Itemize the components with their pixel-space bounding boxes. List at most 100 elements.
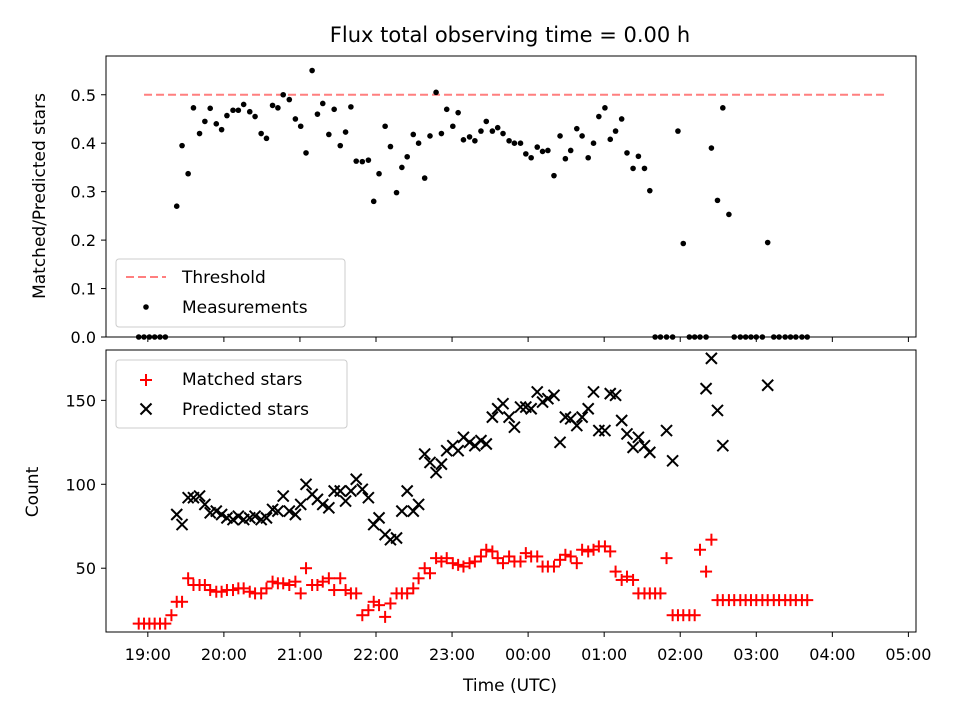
matched-star-point	[266, 575, 279, 588]
matched-star-point	[660, 552, 673, 565]
top-panel: 0.0 0.1 0.2 0.3 0.4 0.5 Matched/Predicted sta…	[30, 55, 917, 347]
measurement-point	[506, 137, 512, 144]
measurement-point	[472, 137, 478, 144]
measurement-point	[618, 116, 625, 122]
matched-star-point	[480, 543, 493, 556]
matched-star-point	[486, 545, 499, 558]
predicted-star-point	[429, 466, 443, 479]
measurement-point	[680, 240, 687, 247]
matched-star-point	[446, 557, 459, 570]
bottom-legend: Matched stars Predicted stars	[115, 359, 348, 429]
predicted-star-point	[553, 436, 567, 449]
predicted-star-point	[496, 397, 510, 410]
measurement-point	[179, 142, 185, 149]
measurement-point	[630, 165, 636, 172]
predicted-star-point	[666, 454, 679, 467]
predicted-star-point	[299, 478, 313, 491]
predicted-star-point	[193, 489, 206, 503]
measurement-point	[319, 100, 326, 107]
measurement-point	[286, 96, 293, 103]
matched-star-point	[514, 555, 527, 568]
predicted-star-point	[423, 456, 437, 469]
predicted-star-point	[508, 421, 521, 434]
matched-star-point	[474, 550, 487, 563]
measurement-point	[427, 133, 433, 139]
measurement-point	[500, 130, 506, 137]
measurement-point	[433, 89, 439, 96]
predicted-star-point	[412, 498, 425, 511]
measurement-point	[269, 102, 276, 109]
legend-threshold-label: Threshold	[181, 268, 266, 288]
legend-matched-label: Matched stars	[182, 370, 302, 390]
measurement-point	[326, 131, 332, 138]
predicted-star-point	[615, 414, 628, 427]
predicted-star-point	[418, 447, 431, 461]
matched-star-point	[604, 545, 617, 558]
predicted-star-point	[390, 531, 403, 545]
predicted-star-point	[322, 501, 336, 514]
x-tick-label: 00:00	[505, 645, 551, 664]
x-tick-label: 21:00	[277, 645, 323, 664]
x-tick-label: 23:00	[429, 645, 475, 664]
predicted-star-point	[181, 491, 195, 504]
predicted-star-point	[643, 446, 657, 459]
matched-star-point	[531, 550, 544, 563]
matched-star-point	[570, 557, 583, 570]
measurement-point	[612, 128, 619, 134]
measurement-point	[415, 140, 422, 147]
measurement-point	[292, 116, 299, 122]
measurement-point	[483, 118, 490, 125]
predicted-star-point	[372, 511, 386, 525]
predicted-star-point	[660, 424, 673, 437]
measurement-point	[218, 126, 225, 133]
predicted-star-point	[451, 444, 465, 457]
predicted-star-point	[547, 389, 561, 402]
predicted-star-point	[524, 402, 538, 415]
top-plot-frame	[105, 55, 917, 338]
matched-star-point	[294, 587, 307, 600]
legend-predicted-swatch	[139, 402, 153, 416]
measurement-point	[675, 128, 681, 134]
predicted-star-point	[480, 437, 493, 451]
chart-title: Flux total observing time = 0.00 h	[330, 23, 690, 47]
predicted-star-point	[175, 518, 189, 531]
measurement-point	[275, 105, 281, 111]
measurement-point	[235, 107, 242, 114]
matched-star-point	[237, 582, 250, 595]
measurement-point	[557, 133, 563, 139]
measurement-point	[567, 147, 574, 154]
matched-star-point	[554, 553, 567, 566]
measurement-point	[410, 131, 417, 138]
matched-star-point	[407, 582, 420, 595]
measurement-point	[297, 123, 304, 130]
matched-star-point	[277, 577, 290, 590]
measurement-point	[421, 175, 428, 181]
matched-star-point	[694, 543, 706, 556]
predicted-star-point	[626, 441, 640, 454]
matched-star-point	[457, 560, 470, 573]
measurement-point	[720, 105, 726, 111]
measurement-point	[607, 136, 614, 143]
measurement-point	[258, 130, 264, 137]
predicted-star-point	[198, 498, 212, 511]
measurement-point	[230, 107, 236, 114]
predicted-star-point	[575, 410, 589, 424]
measurement-point	[331, 106, 337, 113]
predicted-star-point	[711, 404, 724, 417]
predicted-star-point	[283, 504, 296, 518]
matched-star-point	[260, 582, 273, 595]
matched-star-point	[328, 584, 341, 597]
measurement-point	[365, 157, 372, 163]
bottom-marks	[132, 352, 814, 630]
predicted-star-point	[339, 494, 352, 508]
matched-star-point	[598, 540, 611, 553]
x-tick-label: 02:00	[657, 645, 703, 664]
matched-star-point	[412, 572, 425, 585]
matched-star-point	[283, 579, 296, 591]
predicted-star-point	[632, 431, 645, 444]
measurement-point	[573, 125, 580, 132]
top-y-tick-label: 0.4	[71, 134, 96, 153]
predicted-star-point	[609, 389, 622, 402]
measurement-point	[523, 151, 529, 157]
legend-measurements-label: Measurements	[182, 298, 308, 318]
